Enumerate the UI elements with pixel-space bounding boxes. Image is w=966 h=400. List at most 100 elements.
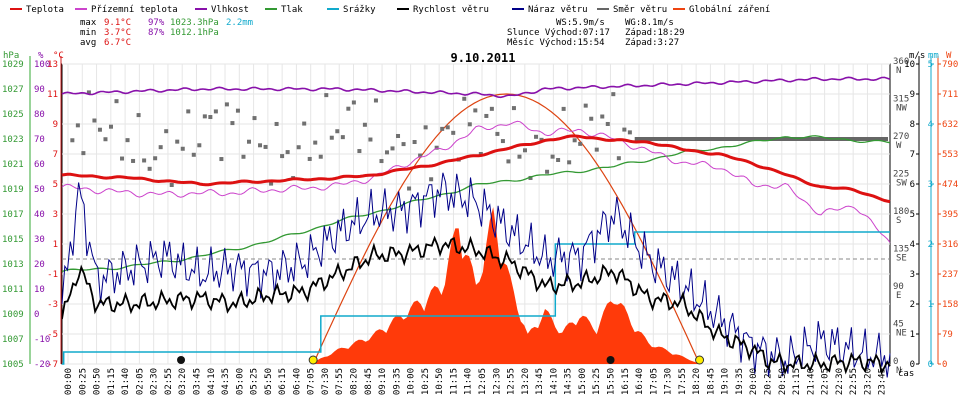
wind-direction-point [153,156,158,161]
x-tick-label: 21:15 [792,368,802,395]
ms-tick-label: 2 [910,300,915,310]
moonrise-marker [606,356,615,364]
wind-direction-point [346,106,351,111]
wind-direction-point [307,156,312,161]
sunrise-marker [308,355,318,365]
x-tick-label: 07:30 [321,368,331,395]
x-tick-label: 05:00 [235,368,245,395]
celsius-tick-label: 3 [53,210,58,220]
wind-direction-point [296,145,301,150]
stats-row-label: avg [80,38,96,48]
x-tick-label: 17:55 [678,368,688,395]
wind-direction-point [572,138,577,143]
stats-temp: 9.1°C [104,18,131,28]
direction-tick-label: 225 [893,170,909,180]
x-tick-label: 15:00 [578,368,588,395]
x-tick-label: 14:35 [564,368,574,395]
x-tick-label: 04:10 [207,368,217,395]
wind-direction-point [484,113,489,118]
wind-direction-point [313,140,318,145]
pressure-line [61,135,891,273]
x-tick-label: 10:00 [407,368,417,395]
theoretical-radiation-curve [312,93,701,365]
hpa-tick-label: 1021 [2,160,24,170]
x-tick-label: 17:30 [664,368,674,395]
x-tick-label: 06:15 [278,368,288,395]
wind-direction-point [329,135,334,140]
wind-direction-point [423,125,428,130]
wind-direction-point [142,158,147,163]
x-tick-label: 20:00 [749,368,759,395]
wind-direction-point [169,182,174,187]
x-tick-label: 00:00 [64,368,74,395]
wind-direction-point [235,108,240,113]
x-tick-label: 12:05 [478,368,488,395]
x-tick-label: 11:15 [449,368,459,395]
x-tick-label: 09:10 [378,368,388,395]
direction-tick-label: 270 [893,132,909,142]
ms-tick-label: 10 [904,60,915,70]
ground-temperature-line [61,120,891,243]
x-tick-label: 19:10 [721,368,731,395]
x-tick-label: 22:55 [849,368,859,395]
x-tick-label: 18:45 [706,368,716,395]
pct-tick-label: 80 [34,110,45,120]
stats-row-label: min [80,28,96,38]
hpa-tick-label: 1009 [2,310,24,320]
x-tick-label: 00:50 [93,368,103,395]
ms-tick-label: 9 [910,90,915,100]
chart-title: 9.10.2011 [450,51,515,65]
stats-row-label: max [80,18,97,28]
wind-direction-point [241,154,246,159]
wind-direction-point [611,92,616,97]
wind-direction-point [506,159,511,164]
x-tick-label: 20:25 [764,368,774,395]
wind-direction-point [230,121,235,126]
wind-direction-point [362,122,367,127]
pct-tick-label: -20 [34,360,50,370]
x-tick-label: 12:55 [507,368,517,395]
wind-direction-point [103,137,108,142]
wind-direction-point [627,130,632,135]
hpa-tick-label: 1023 [2,135,24,145]
wind-direction-point [191,152,196,157]
ms-tick-label: 4 [910,240,915,250]
pct-tick-label: 0 [34,310,39,320]
direction-name-label: S [896,216,901,226]
wind-direction-point [451,130,456,135]
x-tick-label: 01:40 [121,368,131,395]
wind-direction-point [401,142,406,147]
pct-tick-label: 10 [34,285,45,295]
pct-tick-label: 20 [34,260,45,270]
direction-name-label: NW [896,104,907,114]
wind-direction-point [528,175,533,180]
wind-direction-point [274,121,279,126]
wind-direction-point [285,150,290,155]
wind-direction-point [578,141,583,146]
x-tick-label: 05:50 [264,368,274,395]
x-tick-label: 03:45 [193,368,203,395]
wind-direction-point [147,166,152,171]
celsius-tick-label: 5 [53,180,58,190]
x-tick-label: 10:25 [421,368,431,395]
x-tick-label: 01:15 [107,368,117,395]
wind-direction-point [280,154,285,159]
pct-axis-label: % [38,51,44,61]
wind-direction-point [412,140,417,145]
wind-direction-point [340,135,345,140]
stats-wind-avg: WS:5.9m/s [556,18,605,28]
hpa-tick-label: 1017 [2,210,24,220]
x-tick-label: 21:40 [806,368,816,395]
wind-direction-point [384,150,389,155]
wind-direction-point [622,127,627,132]
direction-tick-label: 135 [893,245,909,255]
x-tick-label: 02:30 [150,368,160,395]
pct-tick-label: 100 [34,60,50,70]
wind-direction-point [92,118,97,123]
wind-direction-point [263,144,268,149]
wind-direction-point [440,126,445,131]
wind-direction-point [500,139,505,144]
stats-sunset: Západ:18:29 [625,28,685,38]
wind-direction-point [539,137,544,142]
